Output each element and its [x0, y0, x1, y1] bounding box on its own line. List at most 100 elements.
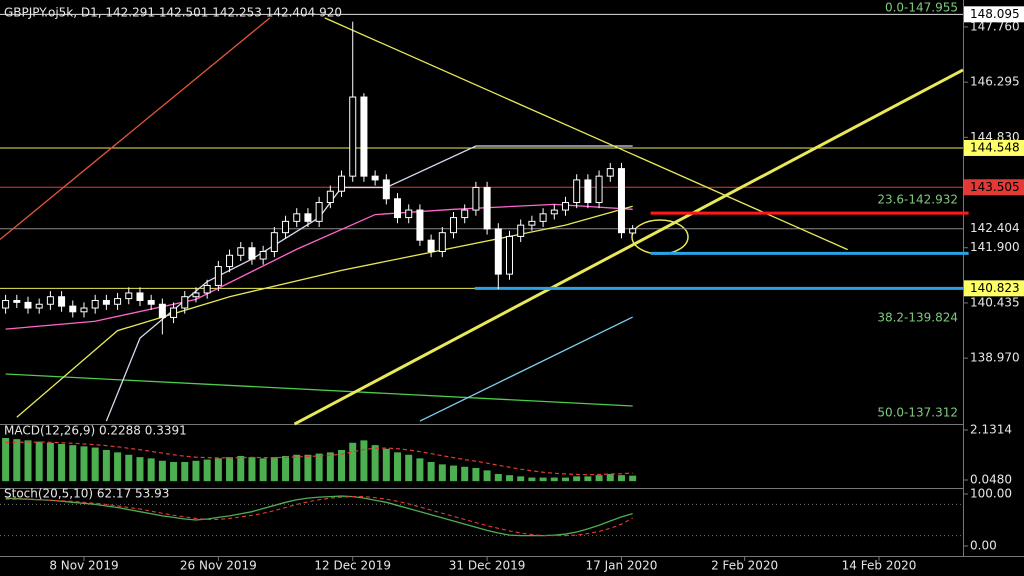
candle-body: [338, 175, 346, 192]
candle-body: [214, 266, 222, 286]
candle-body: [405, 209, 413, 219]
macd-bar: [517, 476, 525, 482]
macd-bar: [550, 477, 558, 482]
price-marker-label: 148.095: [970, 7, 1020, 21]
price-marker-bg: [964, 280, 1024, 297]
y-tick-label: 138.970: [970, 351, 1020, 365]
candle-body: [595, 175, 603, 204]
candle-body: [181, 296, 189, 309]
macd-bar: [91, 447, 99, 482]
y-tick-label: 0.0480: [970, 473, 1012, 487]
x-tick-label: 31 Dec 2019: [449, 559, 526, 573]
candle-body: [13, 299, 21, 303]
candle-body: [517, 224, 525, 237]
x-tick-label: 2 Feb 2020: [711, 559, 778, 573]
candle-body: [237, 247, 245, 256]
candle-body: [293, 213, 301, 222]
price-marker-label: 144.548: [970, 140, 1020, 154]
candle-body: [58, 296, 66, 307]
candle-body: [125, 292, 133, 300]
candle-body: [382, 179, 390, 200]
macd-bar: [606, 473, 614, 482]
candle-body: [539, 213, 547, 222]
macd-bar: [438, 464, 446, 482]
macd-bar: [539, 477, 547, 482]
macd-bar: [371, 445, 379, 482]
overlay-line: [16, 205, 633, 418]
x-tick-label: 12 Dec 2019: [314, 559, 391, 573]
macd-bar: [69, 445, 77, 482]
candle-body: [416, 209, 424, 241]
y-tick-label: 146.295: [970, 75, 1020, 89]
macd-bar: [595, 475, 603, 482]
price-marker-label: 140.823: [970, 281, 1020, 295]
candle-body: [629, 228, 637, 234]
candle-body: [494, 228, 502, 275]
candle-body: [573, 179, 581, 204]
candle-body: [550, 209, 558, 215]
macd-bar: [147, 458, 155, 482]
candle-body: [170, 307, 178, 318]
candle-body: [561, 202, 569, 211]
macd-bar: [472, 467, 480, 482]
macd-bar: [136, 457, 144, 482]
y-tick-label: 2.1314: [970, 423, 1012, 437]
candle-body: [326, 190, 334, 204]
overlay-line: [5, 373, 633, 407]
candle-body: [2, 299, 10, 309]
macd-bar: [629, 475, 637, 482]
candle-body: [450, 217, 458, 234]
stoch-label: Stoch(20,5,10) 62.17 53.93: [4, 487, 169, 501]
candle-body: [259, 251, 267, 260]
macd-bar: [270, 457, 278, 482]
fib-label: 50.0-137.312: [877, 406, 958, 420]
price-marker-bg: [964, 139, 1024, 156]
candle-body: [282, 220, 290, 234]
candle-body: [371, 175, 379, 181]
candle-body: [505, 235, 513, 275]
candle-body: [360, 96, 368, 177]
macd-bar: [382, 448, 390, 482]
price-marker-bg: [964, 6, 1024, 23]
macd-bar: [46, 442, 54, 482]
fib-label: 23.6-142.932: [877, 193, 958, 207]
fib-label: 0.0-147.955: [885, 1, 958, 15]
fib-label: 38.2-139.824: [877, 311, 958, 325]
stoch-signal: [5, 496, 633, 537]
candle-body: [472, 186, 480, 211]
macd-bar: [214, 458, 222, 482]
macd-bar: [58, 443, 66, 482]
candle-body: [69, 305, 77, 313]
macd-bar: [248, 457, 256, 482]
macd-bar: [561, 477, 569, 482]
macd-bar: [360, 440, 368, 482]
macd-bar: [304, 454, 312, 482]
macd-bar: [427, 461, 435, 482]
macd-bar: [617, 475, 625, 482]
macd-label: MACD(12,26,9) 0.2288 0.3391: [4, 424, 187, 438]
x-tick-label: 26 Nov 2019: [180, 559, 257, 573]
candle-body: [226, 254, 234, 268]
candle-body: [46, 296, 54, 305]
macd-bar: [405, 454, 413, 482]
overlay-line: [293, 68, 964, 426]
candle-body: [270, 232, 278, 253]
macd-bar: [483, 470, 491, 482]
macd-bar: [170, 461, 178, 482]
macd-bar: [584, 476, 592, 482]
price-marker-label: 143.505: [970, 180, 1020, 194]
macd-bar: [394, 452, 402, 482]
candle-body: [102, 299, 110, 305]
macd-bar: [125, 454, 133, 482]
macd-bar: [181, 461, 189, 482]
candle-body: [24, 301, 32, 309]
candle-body: [203, 284, 211, 294]
candle-body: [136, 292, 144, 301]
price-marker-label: 142.404: [970, 221, 1020, 235]
y-tick-label: 147.760: [970, 19, 1020, 33]
candle-body: [91, 299, 99, 309]
candle-body: [528, 220, 536, 226]
macd-bar: [102, 449, 110, 482]
macd-bar: [282, 455, 290, 482]
